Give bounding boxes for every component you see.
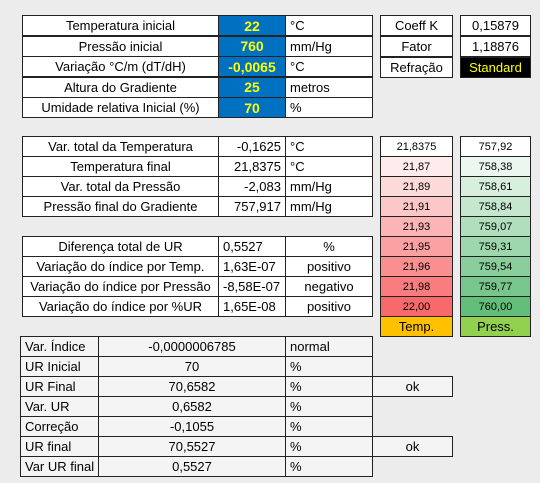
input-unit: mm/Hg — [285, 35, 373, 57]
input-unit: metros — [285, 76, 373, 98]
gradient-label: Temperatura final — [22, 156, 219, 177]
input-label: Pressão inicial — [22, 35, 219, 57]
temp-scale-cell: 22,00 — [380, 296, 453, 317]
summary-check: ok — [372, 436, 453, 457]
summary-label: UR final — [20, 436, 99, 457]
press-scale-cell: 759,77 — [460, 276, 531, 297]
temp-scale-cell: 21,96 — [380, 256, 453, 277]
humidity-label: Variação do índice por Temp. — [22, 256, 219, 277]
press-scale-cell: 759,31 — [460, 236, 531, 257]
summary-label: Var. Índice — [20, 336, 99, 357]
temp-scale-cell: 21,93 — [380, 216, 453, 237]
gradient-unit: °C — [285, 136, 373, 157]
summary-unit: % — [285, 416, 373, 437]
gradient-value: -0,1625 — [218, 136, 286, 157]
coefficient-label: Fator — [380, 36, 453, 57]
press-scale-cell: 760,00 — [460, 296, 531, 317]
summary-check: ok — [372, 376, 453, 397]
temp-scale-cell: 21,95 — [380, 236, 453, 257]
humidity-status: positivo — [285, 296, 373, 317]
summary-value: -0,1055 — [98, 416, 286, 437]
temp-scale-cell: 21,8375 — [380, 136, 453, 157]
humidity-label: Variação do índice por %UR — [22, 296, 219, 317]
coefficient-label: Coeff K — [380, 15, 453, 36]
summary-unit: % — [285, 436, 373, 457]
input-label: Altura do Gradiente — [22, 76, 219, 98]
gradient-value: 757,917 — [218, 196, 286, 217]
gradient-unit: °C — [285, 156, 373, 177]
input-value: 70 — [218, 97, 286, 118]
press-scale-cell: 758,61 — [460, 176, 531, 197]
input-unit: % — [285, 97, 373, 118]
gradient-label: Var. total da Pressão — [22, 176, 219, 197]
input-unit: °C — [285, 15, 373, 36]
summary-label: Var UR final — [20, 456, 99, 477]
input-value: -0,0065 — [218, 56, 286, 77]
summary-unit: % — [285, 396, 373, 417]
press-scale-cell: 759,54 — [460, 256, 531, 277]
press-scale-cell: 758,38 — [460, 156, 531, 177]
gradient-label: Pressão final do Gradiente — [22, 196, 219, 217]
humidity-value: 0,5527 — [218, 236, 286, 257]
humidity-status: % — [285, 236, 373, 257]
input-label: Umidade relativa Inicial (%) — [22, 97, 219, 118]
coefficient-value: 0,15879 — [460, 15, 531, 36]
temp-scale-cell: 21,98 — [380, 276, 453, 297]
summary-value: 0,6582 — [98, 396, 286, 417]
summary-label: UR Final — [20, 376, 99, 397]
press-scale-cell: 757,92 — [460, 136, 531, 157]
humidity-value: 1,65E-08 — [218, 296, 286, 317]
summary-value: -0,0000006785 — [98, 336, 286, 357]
summary-value: 70,6582 — [98, 376, 286, 397]
gradient-value: -2,083 — [218, 176, 286, 197]
coefficient-label: Refração — [380, 57, 453, 78]
gradient-unit: mm/Hg — [285, 176, 373, 197]
summary-label: Correção — [20, 416, 99, 437]
summary-value: 70,5527 — [98, 436, 286, 457]
humidity-label: Variação do índice por Pressão — [22, 276, 219, 297]
summary-value: 70 — [98, 356, 286, 377]
press-header: Press. — [460, 316, 531, 337]
input-label: Variação °C/m (dT/dH) — [22, 56, 219, 77]
summary-unit: normal — [285, 336, 373, 357]
coefficient-value: 1,18876 — [460, 36, 531, 57]
summary-value: 0,5527 — [98, 456, 286, 477]
summary-unit: % — [285, 376, 373, 397]
input-unit: °C — [285, 56, 373, 77]
humidity-value: -8,58E-07 — [218, 276, 286, 297]
temp-scale-cell: 21,91 — [380, 196, 453, 217]
input-label: Temperatura inicial — [22, 15, 219, 36]
coefficient-value: Standard — [460, 57, 531, 78]
summary-unit: % — [285, 356, 373, 377]
summary-unit: % — [285, 456, 373, 477]
press-scale-cell: 759,07 — [460, 216, 531, 237]
humidity-status: positivo — [285, 256, 373, 277]
temp-header: Temp. — [380, 316, 453, 337]
input-value: 760 — [218, 35, 286, 57]
gradient-label: Var. total da Temperatura — [22, 136, 219, 157]
humidity-label: Diferença total de UR — [22, 236, 219, 257]
summary-label: Var. UR — [20, 396, 99, 417]
input-value: 22 — [218, 15, 286, 36]
humidity-value: 1,63E-07 — [218, 256, 286, 277]
summary-label: UR Inicial — [20, 356, 99, 377]
input-value: 25 — [218, 76, 286, 98]
temp-scale-cell: 21,87 — [380, 156, 453, 177]
gradient-unit: mm/Hg — [285, 196, 373, 217]
humidity-status: negativo — [285, 276, 373, 297]
temp-scale-cell: 21,89 — [380, 176, 453, 197]
gradient-value: 21,8375 — [218, 156, 286, 177]
press-scale-cell: 758,84 — [460, 196, 531, 217]
